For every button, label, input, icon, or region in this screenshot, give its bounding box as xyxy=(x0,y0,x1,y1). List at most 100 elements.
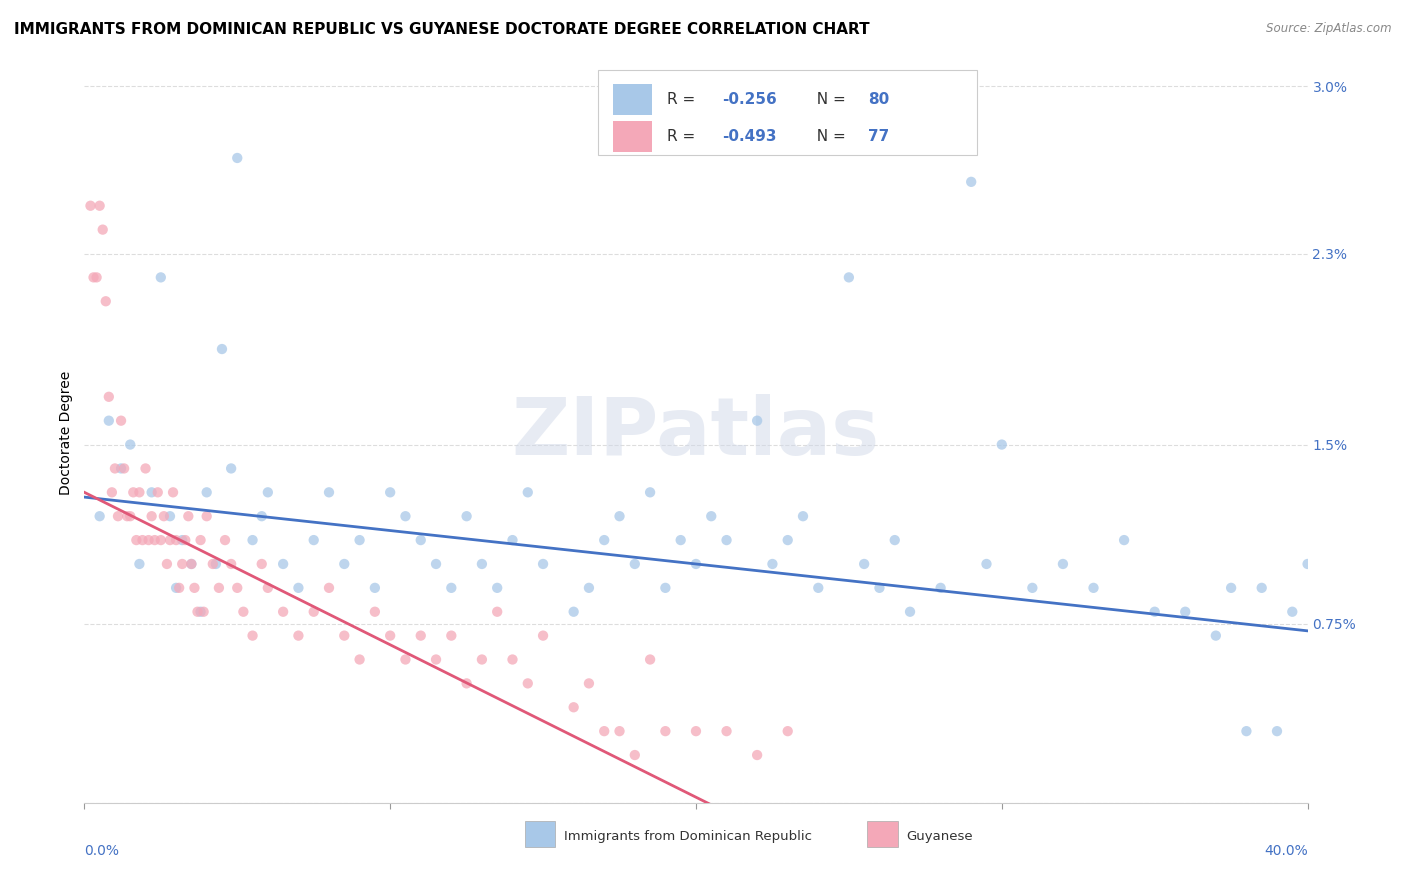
Text: ZIPatlas: ZIPatlas xyxy=(512,393,880,472)
Point xyxy=(440,581,463,595)
Point xyxy=(110,414,132,428)
Point xyxy=(177,509,200,524)
Point xyxy=(502,652,524,666)
Point xyxy=(138,533,160,547)
Point xyxy=(226,151,249,165)
Point xyxy=(776,533,799,547)
Point xyxy=(394,652,416,666)
Point xyxy=(1265,724,1288,739)
Point xyxy=(1358,652,1381,666)
Point xyxy=(333,557,356,571)
Point xyxy=(318,485,340,500)
Text: 80: 80 xyxy=(869,92,890,107)
Point xyxy=(624,557,647,571)
Point xyxy=(172,557,194,571)
Point xyxy=(1281,605,1303,619)
Point xyxy=(250,509,273,524)
Point xyxy=(86,270,108,285)
Point xyxy=(159,533,181,547)
Point xyxy=(1327,652,1350,666)
FancyBboxPatch shape xyxy=(613,85,652,115)
Point xyxy=(1250,581,1272,595)
Point xyxy=(409,629,432,643)
Point xyxy=(128,485,150,500)
FancyBboxPatch shape xyxy=(613,121,652,152)
Text: R =: R = xyxy=(666,92,700,107)
Point xyxy=(122,485,145,500)
Point xyxy=(97,414,120,428)
Point xyxy=(1083,581,1105,595)
Point xyxy=(578,676,600,690)
Point xyxy=(502,533,524,547)
Point xyxy=(440,629,463,643)
Point xyxy=(271,557,294,571)
Point xyxy=(195,509,218,524)
Point xyxy=(91,222,114,236)
Point xyxy=(380,485,402,500)
Point xyxy=(159,509,181,524)
Point xyxy=(807,581,830,595)
Text: Source: ZipAtlas.com: Source: ZipAtlas.com xyxy=(1267,22,1392,36)
Point xyxy=(156,557,179,571)
Point xyxy=(257,581,280,595)
Point xyxy=(486,581,509,595)
Point xyxy=(172,533,194,547)
Point xyxy=(287,629,309,643)
Point xyxy=(165,533,187,547)
Point xyxy=(960,175,983,189)
Point xyxy=(214,533,236,547)
Point xyxy=(531,629,554,643)
Point xyxy=(107,509,129,524)
Point xyxy=(471,557,494,571)
Point xyxy=(747,414,769,428)
Point xyxy=(776,724,799,739)
Point xyxy=(609,724,631,739)
Point xyxy=(94,294,117,309)
Point xyxy=(1236,724,1258,739)
Point xyxy=(425,557,447,571)
Point xyxy=(685,724,707,739)
Text: -0.256: -0.256 xyxy=(721,92,776,107)
Point xyxy=(257,485,280,500)
Point xyxy=(302,605,325,619)
FancyBboxPatch shape xyxy=(524,822,555,847)
Point xyxy=(349,533,371,547)
Point xyxy=(562,605,585,619)
Point xyxy=(869,581,891,595)
Point xyxy=(128,557,150,571)
Point xyxy=(195,485,218,500)
Point xyxy=(669,533,692,547)
FancyBboxPatch shape xyxy=(868,822,898,847)
Point xyxy=(654,724,676,739)
Point xyxy=(1114,533,1136,547)
Point xyxy=(486,605,509,619)
Point xyxy=(761,557,783,571)
Point xyxy=(180,557,202,571)
Point xyxy=(1174,605,1197,619)
Point xyxy=(167,581,190,595)
Text: 40.0%: 40.0% xyxy=(1264,844,1308,857)
Point xyxy=(120,509,142,524)
Point xyxy=(302,533,325,547)
Point xyxy=(976,557,998,571)
Point xyxy=(562,700,585,714)
Point xyxy=(624,747,647,762)
Point xyxy=(318,581,340,595)
Point xyxy=(853,557,876,571)
Point xyxy=(149,270,172,285)
Point xyxy=(685,557,707,571)
Point xyxy=(271,605,294,619)
Point xyxy=(180,557,202,571)
Point xyxy=(232,605,254,619)
Text: N =: N = xyxy=(807,92,851,107)
Point xyxy=(141,485,163,500)
Point xyxy=(333,629,356,643)
Point xyxy=(593,533,616,547)
Point xyxy=(792,509,814,524)
Point xyxy=(287,581,309,595)
Point xyxy=(716,533,738,547)
Point xyxy=(146,485,169,500)
Point xyxy=(83,270,105,285)
Point xyxy=(141,509,163,524)
Point xyxy=(226,581,249,595)
